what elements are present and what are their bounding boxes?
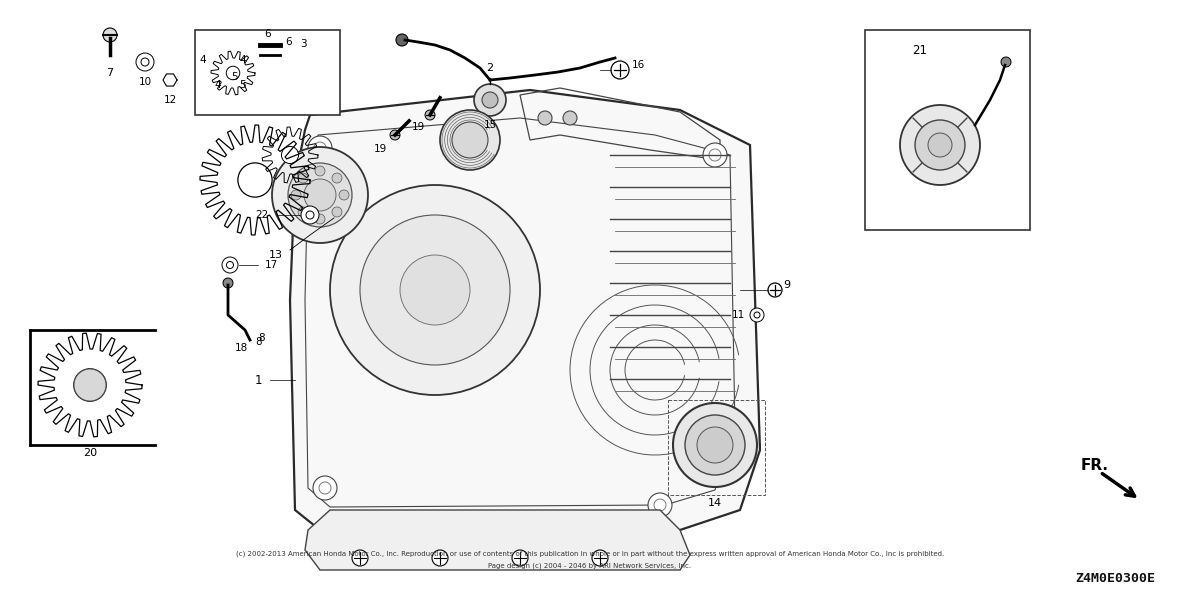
Circle shape: [703, 143, 727, 167]
Text: FR.: FR.: [1081, 457, 1109, 473]
Circle shape: [648, 493, 671, 517]
Polygon shape: [304, 510, 690, 570]
Bar: [195, 30, 340, 115]
Circle shape: [291, 190, 301, 200]
Circle shape: [315, 214, 324, 224]
Text: 12: 12: [163, 95, 177, 105]
Circle shape: [673, 403, 758, 487]
Circle shape: [308, 136, 332, 160]
Circle shape: [136, 53, 155, 71]
Circle shape: [391, 130, 400, 140]
Circle shape: [750, 308, 763, 322]
Text: 14: 14: [708, 498, 722, 508]
Text: 5: 5: [231, 72, 238, 82]
Circle shape: [273, 147, 368, 243]
Bar: [865, 30, 1030, 230]
Circle shape: [452, 122, 489, 158]
Text: (c) 2002-2013 American Honda Motor Co., Inc. Reproduction or use of contents of : (c) 2002-2013 American Honda Motor Co., …: [236, 550, 944, 557]
Circle shape: [339, 190, 349, 200]
Circle shape: [352, 550, 368, 566]
Circle shape: [474, 84, 506, 116]
Text: 1: 1: [255, 373, 262, 386]
Bar: [668, 400, 765, 495]
Text: 22: 22: [255, 210, 268, 220]
Circle shape: [299, 207, 308, 217]
Circle shape: [481, 92, 498, 108]
Circle shape: [140, 58, 149, 66]
Text: 13: 13: [269, 250, 283, 260]
Circle shape: [1001, 57, 1011, 67]
Polygon shape: [290, 90, 760, 530]
Circle shape: [288, 163, 352, 227]
Circle shape: [686, 415, 745, 475]
Circle shape: [611, 61, 629, 79]
Text: 17: 17: [266, 260, 278, 270]
Circle shape: [238, 163, 273, 197]
Circle shape: [360, 215, 510, 365]
Text: 19: 19: [373, 144, 387, 154]
Circle shape: [74, 369, 106, 401]
Text: 15: 15: [484, 120, 497, 130]
Circle shape: [299, 173, 308, 183]
Circle shape: [315, 166, 324, 176]
Circle shape: [900, 105, 981, 185]
Text: 6: 6: [264, 29, 271, 39]
Circle shape: [538, 111, 552, 125]
Text: 8: 8: [258, 333, 264, 343]
Text: 3: 3: [300, 39, 307, 49]
Circle shape: [400, 255, 470, 325]
Circle shape: [301, 206, 319, 224]
Circle shape: [768, 283, 782, 297]
Circle shape: [332, 173, 342, 183]
Circle shape: [227, 261, 234, 268]
Text: 20: 20: [83, 448, 97, 458]
Circle shape: [592, 550, 608, 566]
Text: Page design (c) 2004 - 2046 by ARI Network Services, Inc.: Page design (c) 2004 - 2046 by ARI Netwo…: [489, 563, 691, 569]
Circle shape: [425, 110, 435, 120]
Text: Z4M0E0300E: Z4M0E0300E: [1075, 572, 1155, 585]
Text: 9: 9: [784, 280, 791, 290]
Circle shape: [914, 120, 965, 170]
Circle shape: [306, 211, 314, 219]
Text: 11: 11: [732, 310, 745, 320]
Circle shape: [74, 369, 106, 401]
Circle shape: [103, 28, 117, 42]
Text: 18: 18: [235, 343, 248, 353]
Text: 5: 5: [238, 80, 245, 90]
Polygon shape: [163, 74, 177, 86]
Text: 8: 8: [255, 337, 262, 347]
Circle shape: [440, 110, 500, 170]
Text: 4: 4: [199, 55, 206, 65]
Text: 6: 6: [286, 37, 291, 47]
Circle shape: [222, 257, 238, 273]
Circle shape: [754, 312, 760, 318]
Circle shape: [927, 133, 952, 157]
Circle shape: [396, 34, 408, 46]
Circle shape: [223, 278, 232, 288]
Circle shape: [282, 146, 299, 163]
Text: 4: 4: [240, 55, 247, 65]
Circle shape: [563, 111, 577, 125]
Text: 16: 16: [632, 60, 645, 70]
Text: 19: 19: [412, 122, 425, 132]
Text: 2: 2: [486, 63, 493, 73]
Circle shape: [697, 427, 733, 463]
Circle shape: [512, 550, 527, 566]
Text: 21: 21: [912, 44, 927, 57]
Text: 10: 10: [138, 77, 151, 87]
Circle shape: [332, 207, 342, 217]
Text: 4: 4: [215, 80, 222, 90]
Text: 7: 7: [106, 68, 113, 78]
Circle shape: [432, 550, 448, 566]
Circle shape: [227, 66, 240, 80]
Circle shape: [330, 185, 540, 395]
Circle shape: [313, 476, 337, 500]
Circle shape: [304, 179, 336, 211]
